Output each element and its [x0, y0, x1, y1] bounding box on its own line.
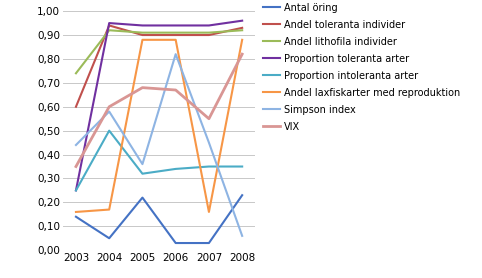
Andel laxfiskarter med reproduktion — [206, 210, 212, 214]
Proportion toleranta arter — [173, 24, 178, 27]
Proportion toleranta arter — [206, 24, 212, 27]
Antal öring — [239, 193, 245, 197]
Andel lithofila individer — [140, 31, 146, 34]
Antal öring — [107, 237, 112, 240]
Andel laxfiskarter med reproduktion — [73, 210, 79, 214]
Simpson index — [107, 110, 112, 113]
Line: Proportion toleranta arter: Proportion toleranta arter — [76, 21, 242, 190]
Simpson index — [73, 143, 79, 147]
Andel laxfiskarter med reproduktion — [107, 208, 112, 211]
Proportion intoleranta arter — [140, 172, 146, 175]
Proportion toleranta arter — [73, 189, 79, 192]
Line: VIX: VIX — [76, 54, 242, 167]
Andel lithofila individer — [173, 31, 178, 34]
Proportion intoleranta arter — [173, 167, 178, 171]
Antal öring — [73, 215, 79, 219]
Simpson index — [173, 53, 178, 56]
Line: Andel lithofila individer: Andel lithofila individer — [76, 30, 242, 73]
Line: Andel laxfiskarter med reproduktion: Andel laxfiskarter med reproduktion — [76, 40, 242, 212]
Proportion toleranta arter — [239, 19, 245, 22]
Simpson index — [140, 162, 146, 166]
Andel lithofila individer — [206, 31, 212, 34]
Andel toleranta individer — [239, 26, 245, 29]
Legend: Antal öring, Andel toleranta individer, Andel lithofila individer, Proportion to: Antal öring, Andel toleranta individer, … — [263, 3, 460, 132]
Proportion toleranta arter — [107, 21, 112, 25]
Andel laxfiskarter med reproduktion — [239, 38, 245, 41]
Andel toleranta individer — [173, 33, 178, 37]
Andel lithofila individer — [107, 29, 112, 32]
Line: Antal öring: Antal öring — [76, 195, 242, 243]
VIX — [107, 105, 112, 108]
Proportion intoleranta arter — [206, 165, 212, 168]
Proportion intoleranta arter — [107, 129, 112, 132]
Line: Andel toleranta individer: Andel toleranta individer — [76, 26, 242, 107]
Simpson index — [239, 234, 245, 237]
VIX — [206, 117, 212, 120]
Andel toleranta individer — [206, 33, 212, 37]
Proportion intoleranta arter — [73, 189, 79, 192]
Andel lithofila individer — [73, 72, 79, 75]
Andel toleranta individer — [140, 33, 146, 37]
Andel laxfiskarter med reproduktion — [173, 38, 178, 41]
Proportion intoleranta arter — [239, 165, 245, 168]
Andel lithofila individer — [239, 29, 245, 32]
Andel toleranta individer — [107, 24, 112, 27]
Antal öring — [173, 241, 178, 245]
VIX — [239, 53, 245, 56]
Line: Simpson index: Simpson index — [76, 54, 242, 236]
Andel toleranta individer — [73, 105, 79, 108]
VIX — [73, 165, 79, 168]
VIX — [173, 88, 178, 92]
Andel laxfiskarter med reproduktion — [140, 38, 146, 41]
Simpson index — [206, 141, 212, 144]
Line: Proportion intoleranta arter: Proportion intoleranta arter — [76, 131, 242, 190]
Antal öring — [206, 241, 212, 245]
VIX — [140, 86, 146, 89]
Antal öring — [140, 196, 146, 199]
Proportion toleranta arter — [140, 24, 146, 27]
